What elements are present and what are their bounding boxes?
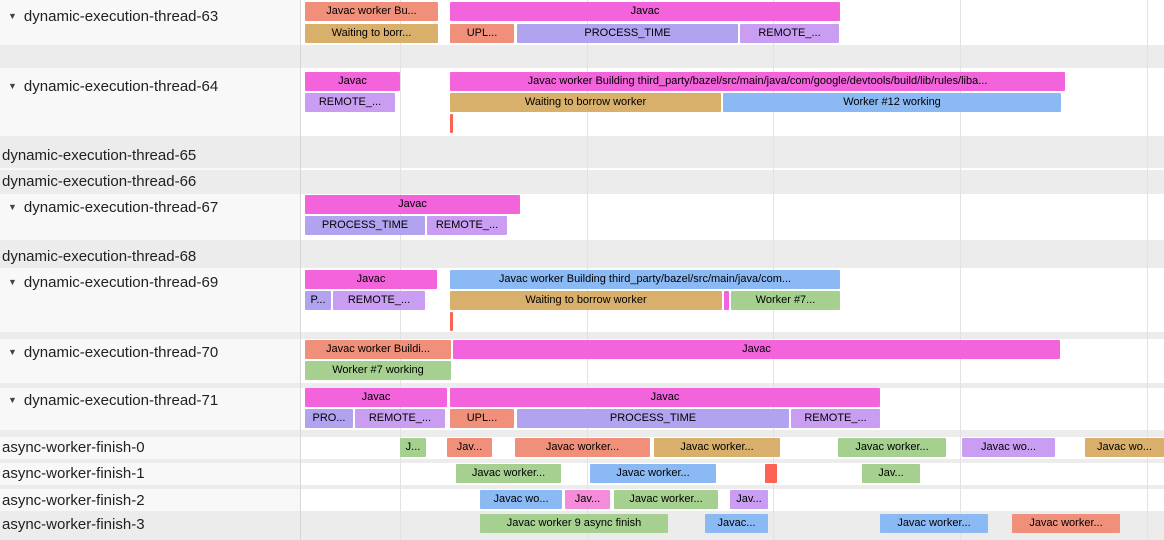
trace-slice[interactable]: PROCESS_TIME	[517, 24, 738, 43]
track-name: async-worker-finish-0	[2, 438, 145, 456]
track-label[interactable]: ▼ dynamic-execution-thread-71	[0, 390, 297, 410]
row-band	[0, 332, 1164, 339]
trace-slice[interactable]: Javac	[305, 72, 400, 91]
trace-slice[interactable]: Javac	[453, 340, 1060, 359]
panel-divider	[300, 0, 301, 540]
trace-slice[interactable]: Javac worker...	[515, 438, 650, 457]
track-label[interactable]: async-worker-finish-3	[0, 514, 297, 534]
trace-slice[interactable]: Javac worker...	[880, 514, 988, 533]
trace-slice[interactable]: REMOTE_...	[740, 24, 839, 43]
trace-slice[interactable]: J...	[400, 438, 426, 457]
trace-slice[interactable]	[450, 114, 453, 133]
track-label[interactable]: dynamic-execution-thread-68	[0, 246, 297, 266]
time-gridline	[1147, 0, 1148, 540]
track-label[interactable]: ▼ dynamic-execution-thread-70	[0, 342, 297, 362]
trace-slice[interactable]: UPL...	[450, 24, 514, 43]
track-name: dynamic-execution-thread-71	[23, 391, 219, 409]
time-gridline	[960, 0, 961, 540]
trace-slice[interactable]: Jav...	[447, 438, 492, 457]
track-name: dynamic-execution-thread-68	[2, 247, 197, 265]
track-label[interactable]: async-worker-finish-1	[0, 463, 297, 483]
trace-slice[interactable]: PRO...	[305, 409, 353, 428]
trace-slice[interactable]: REMOTE_...	[305, 93, 395, 112]
trace-slice[interactable]: Jav...	[862, 464, 920, 483]
trace-slice[interactable]: Javac worker...	[614, 490, 718, 509]
trace-slice[interactable]: Javac worker...	[590, 464, 716, 483]
trace-slice[interactable]: Javac worker Bu...	[305, 2, 438, 21]
collapse-arrow-icon[interactable]: ▼	[8, 81, 17, 91]
trace-slice[interactable]: Waiting to borrow worker	[450, 291, 722, 310]
track-name: async-worker-finish-3	[2, 515, 145, 533]
track-name: async-worker-finish-2	[2, 491, 145, 509]
collapse-arrow-icon[interactable]: ▼	[8, 202, 17, 212]
row-band	[0, 240, 1164, 268]
track-name: dynamic-execution-thread-66	[2, 172, 197, 190]
trace-slice[interactable]: Waiting to borrow worker	[450, 93, 721, 112]
trace-slice[interactable]	[724, 291, 729, 310]
trace-slice[interactable]: Javac wo...	[480, 490, 562, 509]
trace-slice[interactable]	[765, 464, 777, 483]
trace-slice[interactable]: Javac wo...	[962, 438, 1055, 457]
collapse-arrow-icon[interactable]: ▼	[8, 347, 17, 357]
track-label[interactable]: ▼ dynamic-execution-thread-69	[0, 272, 297, 292]
row-band	[0, 383, 1164, 388]
trace-slice[interactable]: Javac worker Buildi...	[305, 340, 451, 359]
track-label[interactable]: dynamic-execution-thread-66	[0, 171, 297, 191]
trace-slice[interactable]: Javac	[305, 195, 520, 214]
trace-slice[interactable]: Javac worker...	[654, 438, 780, 457]
trace-slice[interactable]: REMOTE_...	[427, 216, 507, 235]
row-band	[0, 485, 1164, 489]
track-label[interactable]: ▼ dynamic-execution-thread-63	[0, 6, 297, 26]
collapse-arrow-icon[interactable]: ▼	[8, 277, 17, 287]
trace-slice[interactable]: Javac worker...	[1012, 514, 1120, 533]
track-label[interactable]: ▼ dynamic-execution-thread-67	[0, 197, 297, 217]
trace-slice[interactable]: PROCESS_TIME	[305, 216, 425, 235]
trace-slice[interactable]: Javac	[450, 2, 840, 21]
track-name: dynamic-execution-thread-63	[23, 7, 219, 25]
trace-slice[interactable]: Javac worker...	[456, 464, 561, 483]
row-band	[0, 430, 1164, 437]
trace-slice[interactable]: Worker #12 working	[723, 93, 1061, 112]
trace-slice[interactable]: Javac...	[705, 514, 768, 533]
track-name: async-worker-finish-1	[2, 464, 145, 482]
trace-slice[interactable]: Javac	[305, 388, 447, 407]
trace-slice[interactable]: Javac worker 9 async finish	[480, 514, 668, 533]
track-label[interactable]: async-worker-finish-0	[0, 437, 297, 457]
trace-slice[interactable]: UPL...	[450, 409, 514, 428]
track-label[interactable]: dynamic-execution-thread-65	[0, 145, 297, 165]
trace-slice[interactable]: REMOTE_...	[791, 409, 880, 428]
track-name-panel	[0, 0, 300, 540]
trace-slice[interactable]: PROCESS_TIME	[517, 409, 789, 428]
trace-slice[interactable]: REMOTE_...	[333, 291, 425, 310]
trace-slice[interactable]: Worker #7...	[731, 291, 840, 310]
row-band	[0, 459, 1164, 463]
trace-slice[interactable]: Javac	[305, 270, 437, 289]
trace-slice[interactable]: Javac wo...	[1085, 438, 1164, 457]
trace-slice[interactable]: Javac	[450, 388, 880, 407]
trace-slice[interactable]: Javac worker...	[838, 438, 946, 457]
trace-slice[interactable]: Worker #7 working	[305, 361, 451, 380]
row-band	[0, 45, 1164, 68]
trace-slice[interactable]	[450, 312, 453, 331]
trace-slice[interactable]: Jav...	[730, 490, 768, 509]
track-label[interactable]: ▼ dynamic-execution-thread-64	[0, 76, 297, 96]
track-label[interactable]: async-worker-finish-2	[0, 490, 297, 510]
row-band	[0, 136, 1164, 142]
track-name: dynamic-execution-thread-69	[23, 273, 219, 291]
trace-slice[interactable]: Jav...	[565, 490, 610, 509]
track-name: dynamic-execution-thread-70	[23, 343, 219, 361]
trace-slice[interactable]: Javac worker Building third_party/bazel/…	[450, 72, 1065, 91]
row-band	[0, 170, 1164, 194]
collapse-arrow-icon[interactable]: ▼	[8, 395, 17, 405]
row-band	[0, 142, 1164, 168]
trace-slice[interactable]: Waiting to borr...	[305, 24, 438, 43]
track-name: dynamic-execution-thread-67	[23, 198, 219, 216]
track-name: dynamic-execution-thread-65	[2, 146, 197, 164]
trace-slice[interactable]: REMOTE_...	[355, 409, 445, 428]
trace-slice[interactable]: Javac worker Building third_party/bazel/…	[450, 270, 840, 289]
trace-slice[interactable]: P...	[305, 291, 331, 310]
track-name: dynamic-execution-thread-64	[23, 77, 219, 95]
collapse-arrow-icon[interactable]: ▼	[8, 11, 17, 21]
